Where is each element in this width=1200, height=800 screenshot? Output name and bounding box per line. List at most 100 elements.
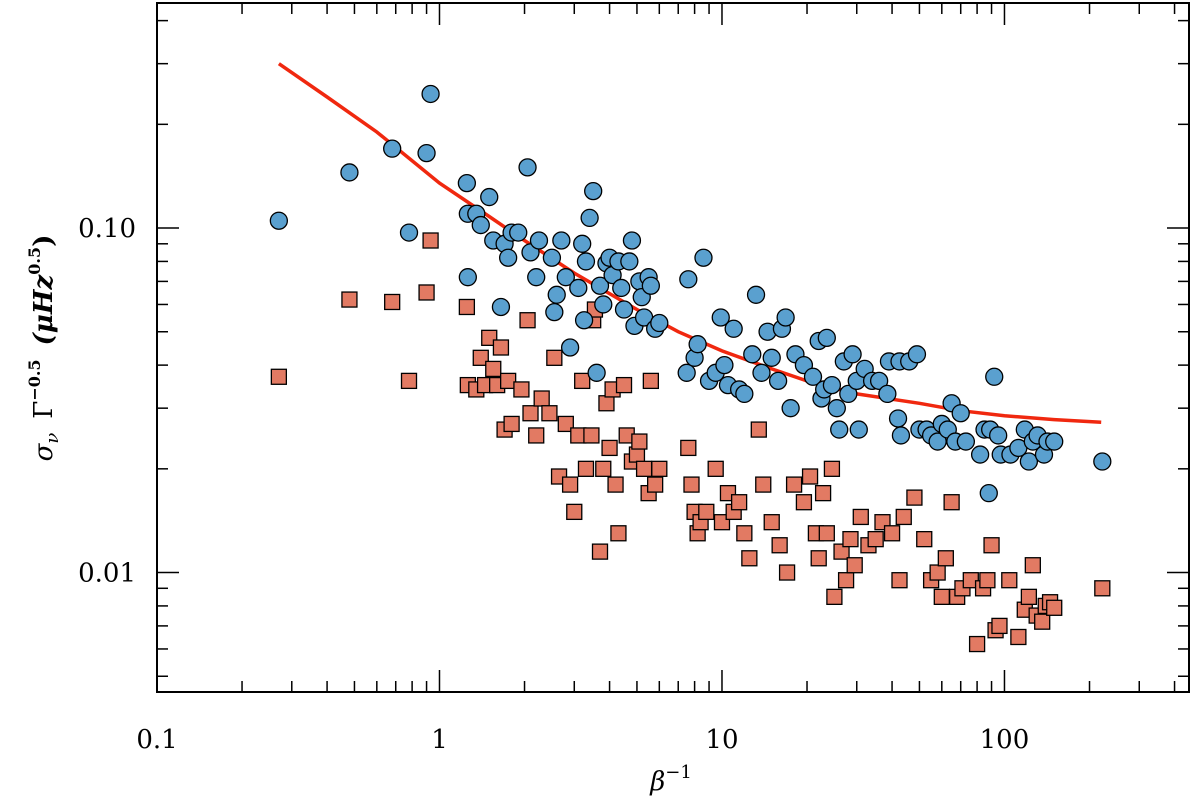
x-axis-title-base: β bbox=[649, 767, 665, 797]
square-point bbox=[591, 543, 609, 560]
square-point bbox=[771, 537, 788, 554]
y-tick-label: 0.01 bbox=[78, 559, 136, 589]
x-axis-title: β−1 bbox=[649, 762, 692, 797]
square-point bbox=[730, 494, 748, 511]
square-point bbox=[458, 298, 476, 316]
square-point bbox=[750, 421, 767, 438]
square-point bbox=[795, 494, 813, 511]
circle-point bbox=[830, 420, 849, 439]
circle-point bbox=[590, 276, 610, 295]
square-point bbox=[631, 433, 648, 450]
square-point bbox=[418, 284, 435, 301]
square-point bbox=[546, 349, 563, 366]
circle-point bbox=[587, 363, 606, 382]
circle-point bbox=[527, 268, 546, 287]
circle-point bbox=[724, 319, 743, 338]
square-point bbox=[642, 372, 659, 390]
square-point bbox=[846, 557, 863, 574]
square-point bbox=[810, 550, 827, 567]
circle-point bbox=[970, 445, 990, 464]
circle-point bbox=[1093, 452, 1112, 471]
y-axis-title-unit-open: (μHz bbox=[29, 274, 59, 346]
circle-point bbox=[888, 409, 908, 428]
circle-point bbox=[985, 367, 1004, 386]
circle-point bbox=[989, 426, 1008, 445]
circle-point bbox=[776, 308, 795, 327]
square-point bbox=[595, 460, 612, 477]
circle-point bbox=[822, 375, 842, 395]
square-point bbox=[991, 617, 1008, 635]
circle-point bbox=[458, 268, 477, 287]
circle-point bbox=[768, 371, 788, 391]
square-point bbox=[916, 530, 933, 548]
circle-point bbox=[891, 426, 911, 445]
circle-point bbox=[545, 302, 564, 322]
circle-point bbox=[542, 248, 562, 267]
square-point bbox=[400, 372, 418, 390]
y-axis-title-nu: ν bbox=[42, 433, 63, 444]
circle-point bbox=[781, 399, 800, 418]
circle-point bbox=[547, 285, 566, 304]
square-point bbox=[895, 508, 912, 526]
circle-point bbox=[679, 270, 698, 289]
square-point bbox=[852, 508, 869, 526]
square-point bbox=[610, 525, 627, 542]
square-point bbox=[522, 405, 539, 422]
square-point bbox=[270, 368, 288, 385]
y-axis-title: σν Γ−0.5 (μHz0.5) bbox=[25, 235, 63, 462]
circle-point bbox=[560, 338, 580, 357]
square-point bbox=[615, 376, 633, 394]
circle-point bbox=[715, 355, 734, 375]
tick-labels: 0.1 1 10 100 0.01 0.10 bbox=[78, 214, 1029, 755]
circle-point bbox=[907, 345, 927, 364]
square-point bbox=[651, 460, 668, 477]
circle-point bbox=[869, 371, 889, 391]
square-point bbox=[1020, 588, 1038, 605]
circle-point bbox=[735, 384, 754, 404]
circle-point bbox=[677, 363, 696, 382]
square-point bbox=[472, 349, 489, 366]
square-point bbox=[577, 460, 595, 477]
square-point bbox=[883, 525, 901, 542]
circle-point bbox=[614, 300, 634, 319]
x-tick-label: 0.1 bbox=[136, 725, 177, 755]
circle-point bbox=[471, 215, 490, 235]
circle-point bbox=[839, 384, 858, 404]
circle-point bbox=[491, 297, 511, 317]
square-point bbox=[1010, 628, 1027, 646]
circle-point bbox=[803, 367, 823, 386]
square-point bbox=[906, 489, 923, 506]
square-point bbox=[818, 525, 835, 542]
x-tick-label: 10 bbox=[705, 725, 738, 755]
square-point bbox=[485, 360, 502, 378]
circle-point bbox=[650, 313, 669, 333]
square-point bbox=[680, 439, 697, 457]
circle-point bbox=[569, 278, 588, 298]
square-point bbox=[503, 415, 520, 433]
circle-point bbox=[622, 231, 642, 250]
square-point bbox=[837, 572, 855, 589]
square-point bbox=[519, 312, 536, 329]
circle-point bbox=[694, 248, 713, 267]
circle-point bbox=[417, 143, 436, 163]
circle-point bbox=[594, 295, 613, 314]
circle-point bbox=[711, 308, 730, 327]
square-point bbox=[778, 564, 796, 581]
square-point bbox=[499, 372, 517, 390]
circle-point bbox=[552, 231, 571, 250]
square-point bbox=[707, 460, 724, 477]
plot-frame bbox=[156, 2, 1190, 693]
circle-point bbox=[584, 181, 603, 201]
square-point bbox=[583, 427, 600, 444]
circle-point bbox=[498, 248, 518, 267]
square-point bbox=[341, 291, 358, 308]
y-axis-title-sigma: σ bbox=[29, 442, 59, 461]
circle-point bbox=[421, 84, 440, 104]
circle-series bbox=[269, 84, 1112, 503]
square-point bbox=[801, 468, 819, 485]
circle-point bbox=[762, 348, 781, 367]
circle-point bbox=[878, 384, 897, 404]
circle-point bbox=[746, 285, 766, 304]
circle-point bbox=[843, 345, 862, 364]
